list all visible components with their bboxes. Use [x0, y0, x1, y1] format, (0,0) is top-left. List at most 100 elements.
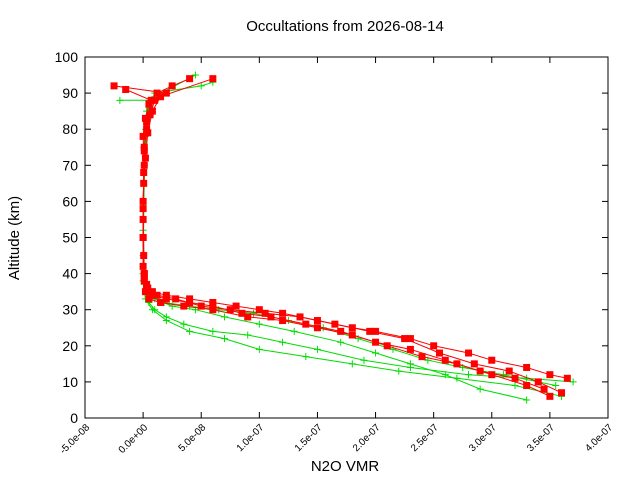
data-point-plus — [441, 371, 449, 379]
data-point-plus — [148, 306, 156, 314]
data-point-plus — [220, 313, 228, 321]
y-tick-label: 60 — [62, 193, 78, 209]
data-point-square — [145, 295, 153, 303]
data-point-plus — [552, 382, 560, 390]
y-tick-label: 20 — [62, 338, 78, 354]
data-point-square — [139, 262, 147, 270]
data-point-square — [180, 302, 188, 310]
y-tick-label: 30 — [62, 302, 78, 318]
data-point-square — [366, 327, 374, 335]
data-point-square — [267, 313, 275, 321]
data-point-plus — [569, 378, 577, 386]
data-point-square — [546, 371, 554, 379]
data-point-square — [232, 302, 240, 310]
data-point-square — [157, 93, 165, 101]
data-point-square — [145, 100, 153, 108]
y-tick-label: 40 — [62, 266, 78, 282]
data-point-square — [418, 353, 426, 361]
data-point-plus — [279, 338, 287, 346]
data-point-plus — [250, 309, 258, 317]
data-point-square — [238, 309, 246, 317]
data-point-plus — [255, 345, 263, 353]
data-point-plus — [290, 327, 298, 335]
data-point-plus — [116, 96, 124, 104]
data-point-plus — [191, 71, 199, 79]
data-point-plus — [197, 82, 205, 90]
data-point-square — [110, 82, 118, 90]
data-point-square — [146, 111, 154, 119]
data-point-square — [139, 205, 147, 213]
data-point-square — [144, 129, 152, 137]
data-point-square — [147, 96, 155, 104]
data-point-square — [143, 118, 151, 126]
y-axis-label: Altitude (km) — [6, 196, 23, 280]
data-point-plus — [348, 360, 356, 368]
data-point-square — [488, 371, 496, 379]
data-point-square — [141, 288, 149, 296]
data-point-square — [331, 320, 339, 328]
data-point-square — [209, 302, 217, 310]
data-point-square — [209, 75, 217, 83]
data-point-square — [139, 234, 147, 241]
data-point-square — [244, 313, 252, 321]
data-point-square — [435, 349, 443, 357]
data-point-plus — [180, 320, 188, 328]
data-point-plus — [499, 371, 507, 379]
data-point-square — [372, 327, 380, 335]
data-point-square — [279, 309, 287, 317]
data-point-plus — [360, 356, 368, 364]
data-point-square — [523, 363, 531, 371]
data-point-plus — [313, 345, 321, 353]
series-layer — [110, 71, 577, 404]
data-point-square — [144, 284, 152, 292]
data-point-square — [546, 392, 554, 400]
data-point-square — [523, 382, 531, 390]
x-axis-label: N2O VMR — [311, 458, 380, 475]
data-point-plus — [220, 335, 228, 343]
data-point-square — [153, 291, 161, 299]
data-point-square — [401, 335, 409, 343]
data-point-plus — [255, 320, 263, 328]
data-point-square — [140, 147, 148, 155]
data-point-square — [558, 389, 566, 397]
y-tick-label: 50 — [62, 230, 78, 246]
data-point-square — [476, 367, 484, 375]
data-point-square — [430, 342, 438, 350]
data-point-square — [540, 385, 548, 393]
data-point-square — [172, 295, 180, 303]
data-point-plus — [302, 353, 310, 361]
chart-title: Occultations from 2026-08-14 — [246, 18, 444, 35]
data-point-square — [255, 306, 263, 314]
data-point-square — [162, 291, 170, 299]
data-point-square — [383, 342, 391, 350]
data-point-plus — [476, 385, 484, 393]
data-point-plus — [186, 327, 194, 335]
data-point-square — [302, 320, 310, 328]
data-point-square — [505, 367, 513, 375]
data-point-square — [168, 82, 176, 90]
data-point-square — [406, 335, 414, 343]
data-point-plus — [372, 349, 380, 357]
data-point-square — [534, 378, 542, 386]
y-tick-label: 100 — [55, 49, 79, 65]
y-tick-label: 0 — [70, 410, 78, 426]
data-point-square — [296, 313, 304, 321]
data-point-square — [372, 338, 380, 346]
data-point-square — [209, 298, 217, 306]
data-point-square — [162, 295, 170, 303]
data-point-square — [186, 75, 194, 83]
data-point-square — [488, 356, 496, 364]
data-point-square — [226, 306, 234, 314]
y-tick-label: 10 — [62, 374, 78, 390]
data-point-square — [209, 306, 217, 314]
data-point-square — [465, 349, 473, 357]
y-tick-label: 90 — [62, 85, 78, 101]
data-point-square — [406, 345, 414, 353]
data-point-square — [563, 374, 571, 382]
data-point-plus — [162, 317, 170, 325]
data-point-plus — [354, 335, 362, 343]
data-point-square — [140, 273, 148, 281]
data-point-square — [148, 291, 156, 299]
y-axis-ticks: 0 10 20 30 40 50 60 70 80 90 100 — [55, 49, 608, 426]
